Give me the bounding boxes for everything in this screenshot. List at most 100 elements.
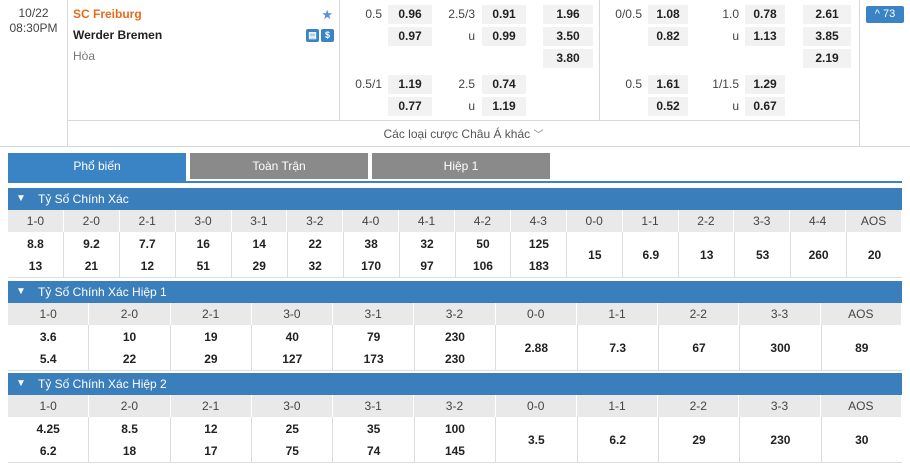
odds-value[interactable]: 260 [808,247,829,262]
score-odds-cell[interactable]: 20 [847,232,902,277]
odds-value[interactable]: 38 [364,236,378,251]
odds-value[interactable]: 29 [204,351,218,366]
more-asian-bets-link[interactable]: Các loại cược Châu Á khác ﹀ [68,120,860,147]
odds-value[interactable]: 74 [366,443,381,458]
score-odds-cell[interactable]: 2.88 [496,325,578,370]
score-odds-cell[interactable]: 100 145 [415,417,497,462]
score-odds-cell[interactable]: 6.2 [578,417,659,462]
odds-value[interactable]: 3.6 [39,329,57,344]
odds-value[interactable]: 2.19 [803,49,851,68]
odds-value[interactable]: 10 [122,329,137,344]
score-odds-cell[interactable]: 12 17 [171,417,253,462]
odds-value[interactable]: 0.96 [388,5,432,24]
odds-value[interactable]: 0.91 [482,5,526,24]
odds-value[interactable]: 183 [528,258,549,273]
odds-value[interactable]: 6.2 [39,443,57,458]
odds-value[interactable]: 79 [366,329,381,344]
odds-value[interactable]: 22 [308,236,322,251]
odds-value[interactable]: 51 [196,258,210,273]
odds-value[interactable]: 40 [285,329,299,344]
odds-value[interactable]: 7.3 [609,340,627,355]
odds-value[interactable]: 8.5 [121,421,138,436]
odds-value[interactable]: 15 [588,247,602,262]
odds-value[interactable]: 32 [308,258,322,273]
odds-value[interactable]: 20 [867,247,882,262]
odds-value[interactable]: 32 [420,236,434,251]
more-count-button[interactable]: ^ 73 [866,6,904,23]
odds-value[interactable]: 125 [528,236,549,251]
score-odds-cell[interactable]: 125 183 [511,232,568,277]
odds-value[interactable]: 35 [366,421,381,436]
home-team[interactable]: SC Freiburg [73,7,142,21]
score-odds-cell[interactable]: 9.2 21 [64,232,120,277]
odds-value[interactable]: 25 [285,421,299,436]
score-odds-cell[interactable]: 3.5 [496,417,578,462]
odds-value[interactable]: 170 [361,258,382,273]
score-odds-cell[interactable]: 67 [659,325,741,370]
odds-value[interactable]: 21 [84,258,99,273]
chevron-down-icon[interactable]: ▼ [16,286,26,297]
away-team[interactable]: Werder Bremen [73,28,163,42]
chevron-down-icon[interactable]: ▼ [16,378,26,389]
score-odds-cell[interactable]: 230 230 [415,325,497,370]
odds-value[interactable]: 230 [770,432,791,447]
odds-value[interactable]: 0.78 [745,5,785,24]
score-odds-cell[interactable]: 50 106 [456,232,512,277]
score-odds-cell[interactable]: 4.25 6.2 [8,417,90,462]
odds-value[interactable]: 67 [692,340,706,355]
odds-value[interactable]: 29 [692,432,706,447]
odds-value[interactable]: 100 [444,421,465,436]
odds-value[interactable]: 1.19 [482,97,526,116]
score-odds-cell[interactable]: 8.8 13 [8,232,64,277]
odds-value[interactable]: 18 [122,443,137,458]
odds-value[interactable]: 0.99 [482,27,526,46]
score-odds-cell[interactable]: 25 75 [252,417,334,462]
score-odds-cell[interactable]: 14 29 [232,232,288,277]
odds-value[interactable]: 0.77 [388,97,432,116]
odds-value[interactable]: 7.7 [139,236,156,251]
odds-value[interactable]: 0.74 [482,75,526,94]
odds-value[interactable]: 1.19 [388,75,432,94]
odds-value[interactable]: 53 [755,247,770,262]
score-odds-cell[interactable]: 8.5 18 [89,417,171,462]
dollar-icon[interactable]: $ [321,29,334,42]
score-odds-cell[interactable]: 32 97 [400,232,456,277]
score-odds-cell[interactable]: 7.7 12 [120,232,176,277]
score-odds-cell[interactable]: 30 [822,417,902,462]
odds-value[interactable]: 0.52 [648,97,688,116]
odds-value[interactable]: 13 [700,247,714,262]
odds-value[interactable]: 3.80 [543,49,593,68]
section-header[interactable]: ▼ Tỷ Số Chính Xác [8,188,902,210]
odds-value[interactable]: 3.85 [803,27,851,46]
odds-value[interactable]: 5.4 [39,351,57,366]
score-odds-cell[interactable]: 19 29 [171,325,253,370]
score-odds-cell[interactable]: 15 [567,232,624,277]
odds-value[interactable]: 89 [855,340,869,355]
tab-popular[interactable]: Phổ biến [8,153,186,183]
score-odds-cell[interactable]: 22 32 [288,232,344,277]
odds-value[interactable]: 12 [204,421,218,436]
odds-value[interactable]: 8.8 [27,236,44,251]
tab-first-half[interactable]: Hiệp 1 [372,153,550,179]
odds-value[interactable]: 12 [140,258,155,273]
odds-value[interactable]: 0.67 [745,97,785,116]
odds-value[interactable]: 230 [444,351,465,366]
odds-value[interactable]: 0.97 [388,27,432,46]
odds-value[interactable]: 173 [363,351,384,366]
odds-value[interactable]: 106 [472,258,493,273]
score-odds-cell[interactable]: 260 [791,232,848,277]
score-odds-cell[interactable]: 89 [822,325,902,370]
score-odds-cell[interactable]: 38 170 [344,232,400,277]
odds-value[interactable]: 1.13 [745,27,785,46]
score-odds-cell[interactable]: 7.3 [578,325,659,370]
odds-value[interactable]: 9.2 [83,236,100,251]
score-odds-cell[interactable]: 10 22 [89,325,171,370]
odds-value[interactable]: 127 [282,351,303,366]
score-odds-cell[interactable]: 35 74 [333,417,415,462]
score-odds-cell[interactable]: 3.6 5.4 [8,325,90,370]
score-odds-cell[interactable]: 79 173 [333,325,415,370]
odds-value[interactable]: 6.9 [642,247,660,262]
score-odds-cell[interactable]: 16 51 [176,232,232,277]
star-icon[interactable]: ★ [321,7,333,22]
odds-value[interactable]: 3.5 [527,432,545,447]
